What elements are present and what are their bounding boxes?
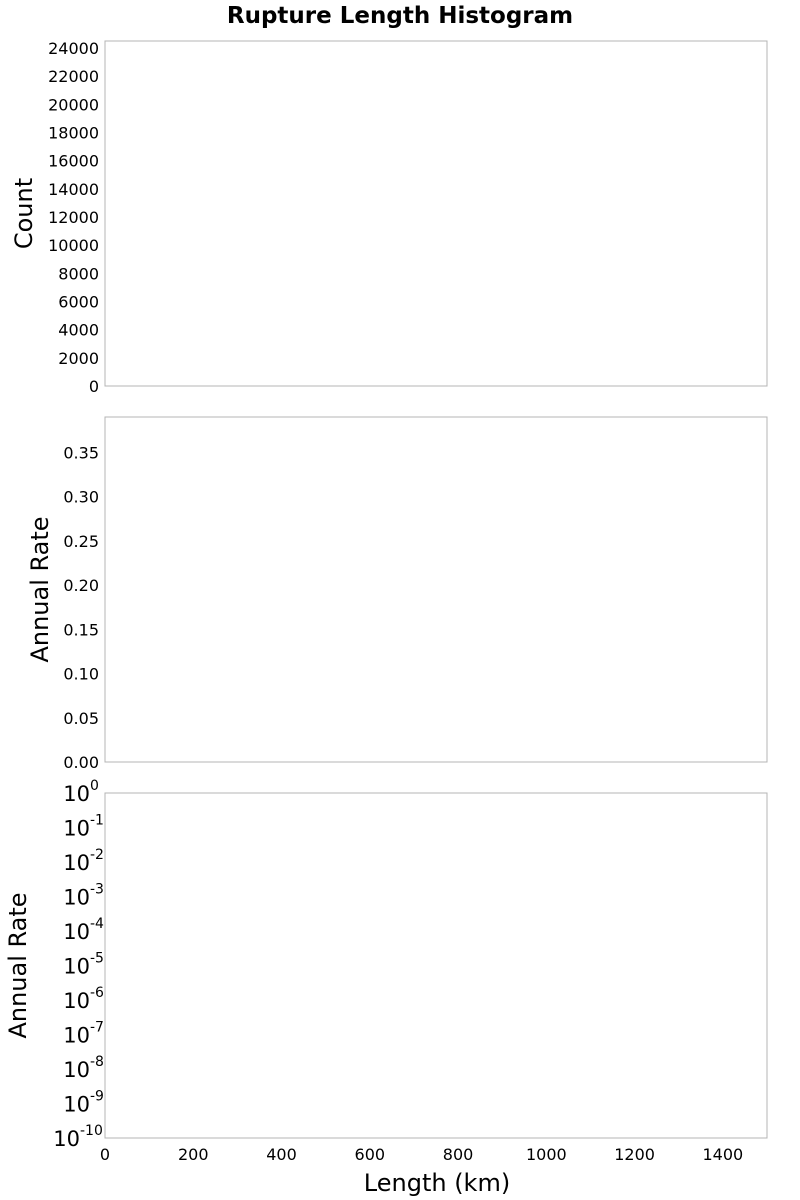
y-tick-label: 12000	[48, 208, 99, 227]
y-tick-exponent: -10	[80, 1123, 103, 1139]
x-tick-label: 600	[355, 1145, 386, 1164]
y-tick-label: 0.25	[63, 532, 99, 551]
y-tick-label: 0.15	[63, 620, 99, 639]
y-tick-label: 10	[63, 1093, 90, 1117]
y-tick-label: 10	[63, 817, 90, 841]
y-tick-exponent: -4	[90, 916, 104, 932]
x-tick-label: 800	[443, 1145, 474, 1164]
y-tick-exponent: -1	[90, 813, 104, 829]
x-tick-label: 1000	[526, 1145, 567, 1164]
x-tick-label: 1400	[703, 1145, 744, 1164]
y-tick-exponent: -5	[90, 951, 104, 967]
y-tick-exponent: -7	[90, 1020, 104, 1036]
y-tick-label: 10	[63, 851, 90, 875]
y-axis-label: Annual Rate	[26, 516, 54, 662]
y-tick-label: 18000	[48, 124, 99, 143]
y-tick-label: 16000	[48, 152, 99, 171]
y-tick-label: 8000	[58, 264, 99, 283]
y-tick-label: 10	[63, 955, 90, 979]
y-tick-label: 0.10	[63, 665, 99, 684]
plot-frame	[104, 416, 768, 763]
y-tick-label: 4000	[58, 321, 99, 340]
plot-frame	[104, 40, 768, 387]
y-tick-label: 2000	[58, 349, 99, 368]
x-tick-label: 400	[266, 1145, 297, 1164]
x-tick-label: 0	[100, 1145, 110, 1164]
y-tick-label: 0.05	[63, 709, 99, 728]
y-tick-label: 10	[63, 1024, 90, 1048]
y-tick-label: 0.20	[63, 576, 99, 595]
y-tick-exponent: -6	[90, 985, 104, 1001]
y-tick-exponent: -9	[90, 1089, 104, 1105]
y-tick-label: 10	[63, 782, 90, 806]
y-tick-exponent: -8	[90, 1054, 104, 1070]
y-tick-label: 10	[63, 920, 90, 944]
y-tick-label: 0.00	[63, 753, 99, 772]
panel-1: 0 2000 4000 6000 8000 10000 12000 14000 16000 180…	[10, 39, 768, 396]
y-tick-label: 0.30	[63, 488, 99, 507]
chart-title: Rupture Length Histogram	[227, 3, 573, 29]
y-tick-exponent: -2	[90, 847, 104, 863]
y-tick-label: 20000	[48, 95, 99, 114]
panel-2: 0.00 0.05 0.10 0.15 0.20 0.25 0.30 0.35 Annual R…	[26, 416, 768, 772]
y-tick-label: 6000	[58, 293, 99, 312]
y-tick-exponent: 0	[90, 778, 99, 794]
y-tick-label: 24000	[48, 39, 99, 58]
y-tick-label: 10	[63, 989, 90, 1013]
y-axis-label: Count	[10, 178, 38, 249]
y-tick-label: 22000	[48, 67, 99, 86]
y-tick-label: 0	[89, 377, 99, 396]
y-tick-label: 10	[63, 1058, 90, 1082]
panel-3: 10 010 -110 -210 -310 -410 -510 -610 -710 -810 -91…	[4, 778, 768, 1164]
x-axis-label: Length (km)	[364, 1169, 510, 1197]
x-tick-label: 200	[178, 1145, 209, 1164]
plot-frame	[104, 792, 768, 1139]
y-tick-label: 10	[53, 1127, 80, 1151]
y-tick-label: 10000	[48, 236, 99, 255]
y-axis-label: Annual Rate	[4, 892, 32, 1038]
x-tick-label: 1200	[614, 1145, 655, 1164]
y-tick-label: 14000	[48, 180, 99, 199]
y-tick-exponent: -3	[90, 882, 104, 898]
y-tick-label: 10	[63, 886, 90, 910]
y-tick-label: 0.35	[63, 443, 99, 462]
